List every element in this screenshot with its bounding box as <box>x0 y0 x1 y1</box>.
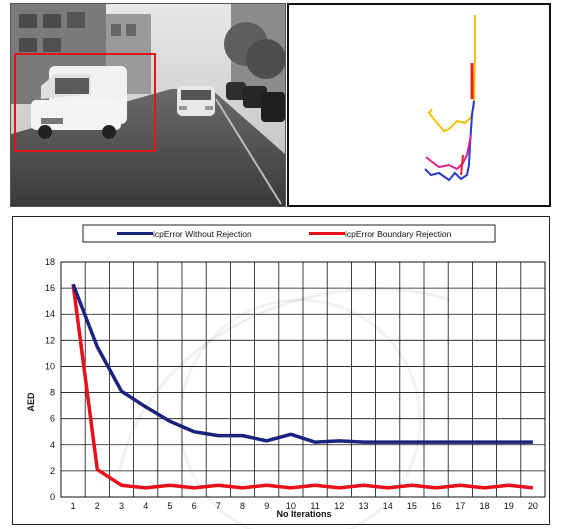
y-tick-label: 16 <box>45 283 55 293</box>
contour-blue <box>424 100 475 182</box>
contour-drawing <box>424 15 476 182</box>
x-tick-label: 17 <box>455 501 465 511</box>
x-tick-label: 2 <box>95 501 100 511</box>
plot-grid <box>60 261 546 498</box>
contour-magenta <box>425 134 472 171</box>
data-series <box>71 283 534 490</box>
detection-box <box>14 53 156 152</box>
y-tick-label: 14 <box>45 309 55 319</box>
y-tick-label: 10 <box>45 361 55 371</box>
series-line-without-rejection <box>71 283 533 444</box>
contour-yellow <box>427 15 476 133</box>
y-tick-label: 18 <box>45 257 55 267</box>
x-axis-label: No Iterations <box>276 509 331 519</box>
chart-svg: icpError Without Rejection icpError Boun… <box>26 224 546 519</box>
x-tick-label: 18 <box>479 501 489 511</box>
y-axis-label: AED <box>26 392 36 412</box>
street-photo <box>10 3 286 207</box>
x-tick-label: 4 <box>143 501 148 511</box>
x-tick-label: 9 <box>264 501 269 511</box>
contour-panel <box>287 3 551 207</box>
x-tick-label: 13 <box>358 501 368 511</box>
x-tick-label: 16 <box>431 501 441 511</box>
x-tick-label: 5 <box>167 501 172 511</box>
street-photo-drawing <box>11 4 285 206</box>
x-tick-label: 7 <box>216 501 221 511</box>
y-tick-label: 8 <box>50 388 55 398</box>
x-tick-label: 11 <box>310 501 319 511</box>
y-tick-label: 0 <box>50 492 55 502</box>
legend-label-boundary-rejection: icpError Boundary Rejection <box>345 229 452 239</box>
x-tick-label: 14 <box>383 501 393 511</box>
x-tick-label: 8 <box>240 501 245 511</box>
x-tick-label: 6 <box>192 501 197 511</box>
line-chart: icpError Without Rejection icpError Boun… <box>12 216 550 525</box>
legend-label-without-rejection: icpError Without Rejection <box>153 229 252 239</box>
x-tick-label: 1 <box>71 501 76 511</box>
y-axis-ticks: 0 2 4 6 8 10 12 14 16 18 <box>45 257 55 502</box>
x-tick-label: 19 <box>504 501 514 511</box>
y-tick-label: 6 <box>50 414 55 424</box>
x-axis-ticks: 1 2 3 4 5 6 7 8 9 10 11 12 13 14 15 16 17 18 19 20 <box>71 501 538 511</box>
x-tick-label: 20 <box>528 501 538 511</box>
y-tick-label: 4 <box>50 440 55 450</box>
contour-red-lower <box>460 154 464 176</box>
y-tick-label: 2 <box>50 466 55 476</box>
x-tick-label: 3 <box>119 501 124 511</box>
legend-box <box>82 224 496 243</box>
series-line-boundary-rejection <box>71 283 534 490</box>
x-tick-label: 12 <box>334 501 344 511</box>
x-tick-label: 10 <box>286 501 296 511</box>
x-tick-label: 15 <box>407 501 417 511</box>
y-tick-label: 12 <box>45 335 55 345</box>
